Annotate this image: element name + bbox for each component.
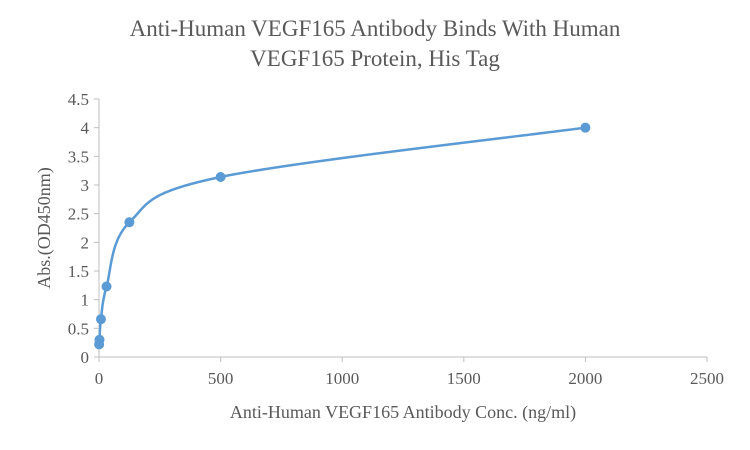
y-tick-label: 3.5 [68, 147, 89, 166]
y-tick-label: 2 [81, 233, 90, 252]
chart-title-line-1: Anti-Human VEGF165 Antibody Binds With H… [129, 16, 621, 41]
y-tick-label: 4 [81, 119, 90, 138]
chart-title-line-2: VEGF165 Protein, His Tag [250, 46, 500, 71]
data-point [94, 334, 105, 345]
y-tick-label: 0 [81, 348, 90, 367]
axes: 0 0.5 1 1.5 2 2.5 3 3.5 4 4.5 0 500 1000 1500 2000 250… [68, 90, 724, 388]
data-point [95, 314, 106, 325]
data-point [580, 122, 591, 133]
y-tick-label: 1.5 [68, 262, 89, 281]
chart-title: Anti-Human VEGF165 Antibody Binds With H… [0, 14, 750, 74]
x-tick-label: 1500 [447, 369, 481, 388]
y-tick-label: 3 [81, 176, 90, 195]
x-tick-label: 0 [95, 369, 104, 388]
data-point [101, 281, 112, 292]
x-tick-label: 1000 [325, 369, 359, 388]
x-tick-label: 500 [208, 369, 234, 388]
data-point [124, 217, 135, 228]
y-tick-label: 4.5 [68, 90, 89, 109]
y-tick-label: 0.5 [68, 319, 89, 338]
y-axis-ticks: 0 0.5 1 1.5 2 2.5 3 3.5 4 4.5 [68, 90, 99, 367]
y-axis-title: Abs.(OD450nm) [34, 167, 55, 289]
series-line [97, 126, 587, 346]
x-tick-label: 2500 [690, 369, 724, 388]
series-layer [94, 122, 591, 350]
x-axis-title: Anti-Human VEGF165 Antibody Conc. (ng/ml… [230, 402, 576, 423]
x-axis-ticks: 0 500 1000 1500 2000 2500 [95, 357, 724, 388]
x-tick-label: 2000 [568, 369, 602, 388]
y-tick-label: 2.5 [68, 205, 89, 224]
y-tick-label: 1 [81, 291, 90, 310]
data-point [215, 171, 226, 182]
